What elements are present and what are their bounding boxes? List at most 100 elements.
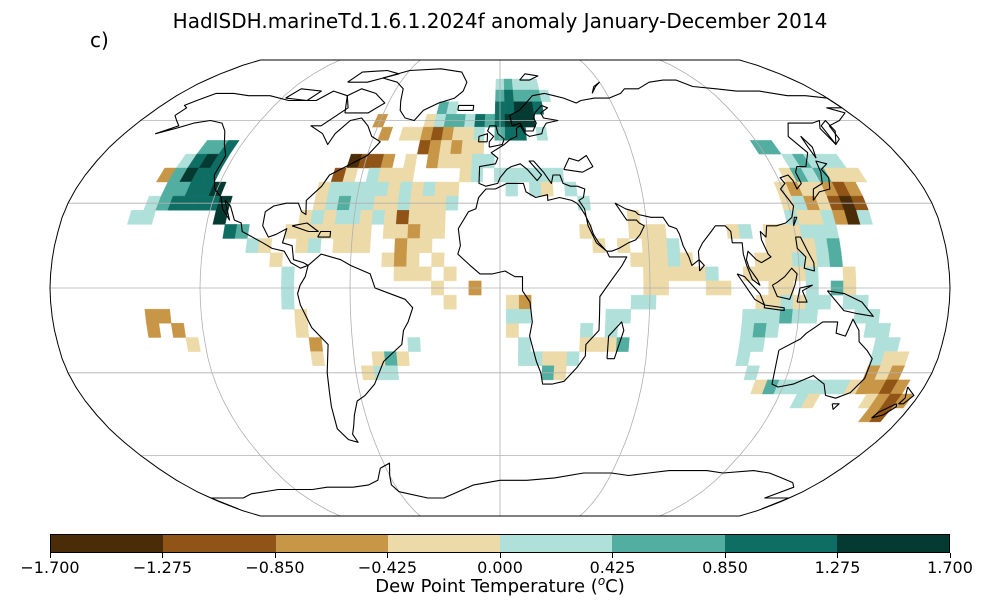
grid-cell [554,351,568,366]
grid-cell [446,181,460,197]
grid-cell [518,309,532,324]
grid-cell [245,238,260,253]
grid-cell [630,294,644,310]
coastline-new-zealand-n [898,386,915,405]
grid-cell [257,238,273,253]
grid-cell [393,266,407,282]
grid-cell [448,153,462,169]
coastline-africa-eurasia [457,79,846,385]
coastline-sumatra [736,273,766,306]
grid-cell [777,238,792,253]
grid-cell [398,181,413,197]
colorbar-segment [500,535,613,552]
grid-cell [504,126,517,141]
grid-cell [816,252,831,267]
coastline-borneo [771,267,798,300]
grid-cell [823,224,840,239]
coastline-new-guinea [826,290,874,317]
grid-cell [868,407,893,423]
grid-cell [542,351,556,366]
coastline-ellesmere [347,69,400,83]
grid-cell [826,238,842,253]
grid-cell [381,252,395,267]
colorbar-tick-mark [49,553,51,558]
grid-cell [505,167,518,183]
grid-cell [540,181,554,197]
meridian-line [349,59,421,517]
grid-cell [334,210,350,225]
grid-cell [462,126,475,141]
grid-cell [357,238,371,253]
grid-cell [528,167,542,183]
coastline-kamchatka [820,119,837,145]
coastline-sakhalin [800,135,817,159]
grid-cell [752,323,768,338]
grid-cell [269,252,284,267]
grid-cell [666,238,681,253]
coastline-taiwan [793,216,798,226]
colorbar-segment [612,535,725,552]
grid-cell [592,238,606,253]
colorbar-tick-mark [837,553,838,558]
grid-cell [431,252,445,267]
grid-cell [157,309,172,324]
coastline-philippines [795,236,815,272]
coastline-sulawesi [796,284,813,303]
coastline-cuba [291,222,319,233]
grid-cell [383,210,398,225]
grid-cell [139,210,156,225]
grid-cell [308,337,324,352]
coastline-iceland [457,104,475,111]
grid-cell [518,294,532,310]
grid-cell [738,224,753,239]
grid-cell [307,238,322,253]
grid-cell [630,252,644,267]
grid-cell [817,294,832,310]
grid-cell [828,252,843,267]
graticule [50,59,950,517]
grid-cell [371,210,386,225]
grid-cell [407,224,421,239]
grid-cell [654,252,669,267]
colorbar-tick-mark [724,553,726,558]
colorbar-tick-label: 0.850 [702,558,748,577]
coastline-north-america [155,90,381,269]
grid-cell [803,309,819,324]
colorbar-label-suffix: C) [605,576,625,597]
grid-cell [766,309,781,324]
coastline-novaya-zemlya [591,81,600,94]
grid-cell [801,238,817,253]
grid-cell [439,140,453,155]
grid-cell [505,181,519,197]
grid-cell [778,309,794,324]
grid-cell [740,323,755,338]
colorbar-segment [51,535,164,552]
map-title: HadISDH.marineTd.1.6.1.2024f anomaly Jan… [172,9,828,33]
grid-cell [814,238,830,253]
coastline-hispaniola [317,230,332,238]
grid-cell [394,238,408,253]
grid-cell [604,323,619,338]
coastline-java [763,304,785,312]
grid-cell [420,210,434,225]
grid-cell [425,153,440,169]
grid-cell [359,210,374,225]
grid-cell [418,266,432,282]
grid-cell [506,323,519,338]
grid-cell [403,153,418,169]
colorbar-tick-label: −0.425 [357,558,418,577]
coastline-uk [487,125,505,148]
grid-cell [443,294,457,310]
grid-cell [617,309,632,324]
colorbar-label-degree: o [597,574,606,588]
grid-cell [891,393,914,409]
grid-cell [735,351,751,366]
grid-cell [419,238,433,253]
grid-cell [842,266,857,282]
grid-cell [754,309,769,324]
grid-cell [705,266,719,282]
coastline-antarctica [210,462,795,510]
grid-cell [222,224,238,239]
colorbar-tick-label: −1.700 [20,558,80,577]
